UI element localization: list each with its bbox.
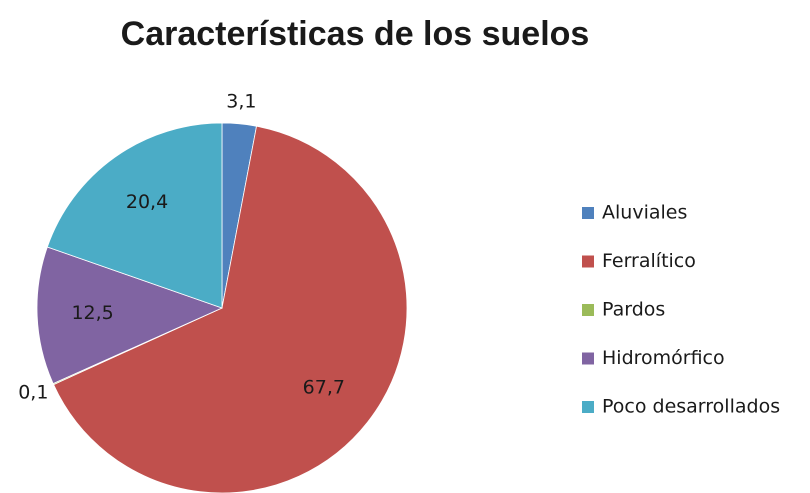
- legend-label: Pardos: [602, 299, 665, 321]
- legend-swatch: [582, 352, 594, 365]
- pie-slice: [36, 246, 224, 385]
- data-label: 0,1: [18, 382, 48, 404]
- legend-label: Hidromórfico: [602, 347, 725, 369]
- legend-swatch: [582, 304, 594, 316]
- legend-swatch: [582, 401, 594, 413]
- legend-label: Aluviales: [602, 202, 687, 224]
- data-label: 67,7: [303, 376, 345, 398]
- legend-label: Poco desarrollados: [602, 396, 780, 418]
- legend-swatch: [582, 255, 594, 268]
- data-label: 20,4: [126, 191, 168, 213]
- chart-title: Características de los suelos: [121, 15, 590, 53]
- data-label: 3,1: [226, 90, 256, 112]
- data-label: 12,5: [71, 302, 113, 324]
- legend-swatch: [582, 207, 594, 219]
- pie-slice: [46, 122, 223, 309]
- pie-slice: [53, 125, 408, 493]
- legend-label: Ferralítico: [602, 250, 696, 272]
